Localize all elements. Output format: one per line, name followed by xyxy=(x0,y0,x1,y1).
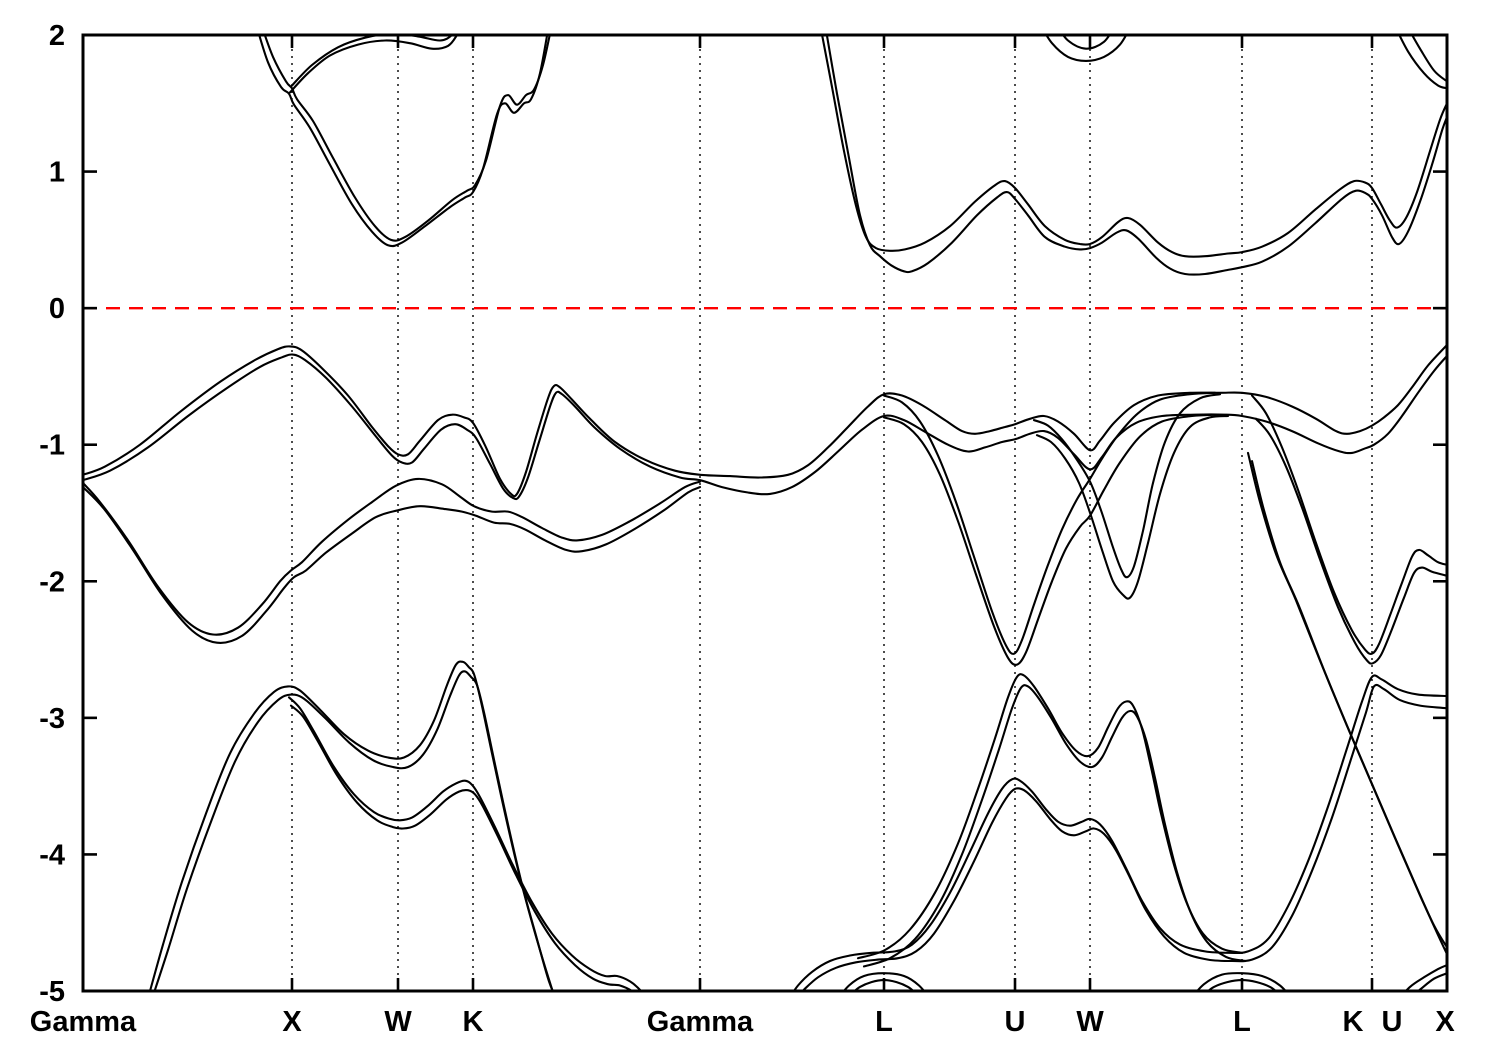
x-axis-tick-label: U xyxy=(1382,1006,1403,1038)
band-curve-cond-left-a xyxy=(258,35,549,248)
band-curve-deep-left-2-b xyxy=(289,704,634,991)
y-axis-tick-label: 1 xyxy=(49,157,65,189)
y-axis-tick-label: 0 xyxy=(49,293,65,325)
band-curve-val-dip-after-w-a xyxy=(1032,393,1222,579)
x-axis-tick-label: Gamma xyxy=(30,1006,137,1038)
band-curve-cond-ring-w-a xyxy=(1045,35,1128,62)
band-curve-arch-l1-a xyxy=(842,972,926,991)
y-axis-tick-label: -2 xyxy=(39,566,65,598)
y-axis-tick-label: -1 xyxy=(39,430,65,462)
band-curve-cond-corner-x-a xyxy=(1398,35,1447,90)
band-curve-deep-right-1-a xyxy=(792,674,1447,991)
band-curve-deep-left-2-a xyxy=(287,696,643,991)
band-curve-val-dive-u-b xyxy=(882,413,1220,666)
y-axis-tick-label: 2 xyxy=(49,20,65,52)
x-axis-tick-label: Gamma xyxy=(647,1006,754,1038)
band-curve-val-dive-u-a xyxy=(882,391,1217,655)
band-curve-steep-right-a xyxy=(1246,451,1447,949)
x-axis-tick-label: X xyxy=(1435,1006,1455,1038)
band-curve-cond-dome-b xyxy=(290,35,454,87)
y-axis-tick-label: -4 xyxy=(39,839,65,871)
band-curve-steep-right-b xyxy=(1250,460,1447,956)
band-curve-val-light-left-b xyxy=(83,486,702,644)
x-axis-tick-label: K xyxy=(1343,1006,1364,1038)
plot-frame xyxy=(81,33,1449,993)
band-curve-deep-right-1-b xyxy=(801,683,1447,991)
band-curve-cond-right-a xyxy=(821,35,1447,258)
x-axis-tick-label: W xyxy=(384,1006,412,1038)
x-axis-tick-label: L xyxy=(1233,1006,1251,1038)
band-curves-group xyxy=(83,35,1447,991)
band-curve-deep-left-1-b xyxy=(153,670,554,991)
band-curve-val-top-a xyxy=(83,343,1447,498)
band-curve-cond-right-b xyxy=(825,35,1447,276)
band-curve-corner-bottom-x-b xyxy=(1416,972,1447,991)
x-axis-tick-label: L xyxy=(875,1006,893,1038)
band-curve-val-dive-ku-a xyxy=(1250,394,1447,656)
band-curve-corner-bottom-x-a xyxy=(1404,964,1447,991)
band-curve-arch-l2-a xyxy=(1195,972,1288,991)
x-axis-tick-label: W xyxy=(1076,1006,1104,1038)
y-axis-tick-label: -3 xyxy=(39,703,65,735)
band-curve-cond-corner-x-b xyxy=(1410,35,1447,83)
band-curve-deep-right-2-a xyxy=(856,673,1244,960)
x-axis-tick-label: K xyxy=(463,1006,484,1038)
y-axis-tick-label: -5 xyxy=(39,976,65,1008)
band-curve-val-dive-ku-b xyxy=(1254,417,1447,665)
band-curve-cond-left-b xyxy=(263,35,551,242)
band-curve-val-top-b xyxy=(83,353,1447,501)
x-axis-tick-label: X xyxy=(282,1006,302,1038)
band-curve-val-light-left-a xyxy=(83,477,702,636)
x-axis-tick-label: U xyxy=(1005,1006,1026,1038)
band-curve-val-dip-after-w-b xyxy=(1035,414,1230,600)
band-curve-deep-right-2-b xyxy=(862,684,1247,968)
